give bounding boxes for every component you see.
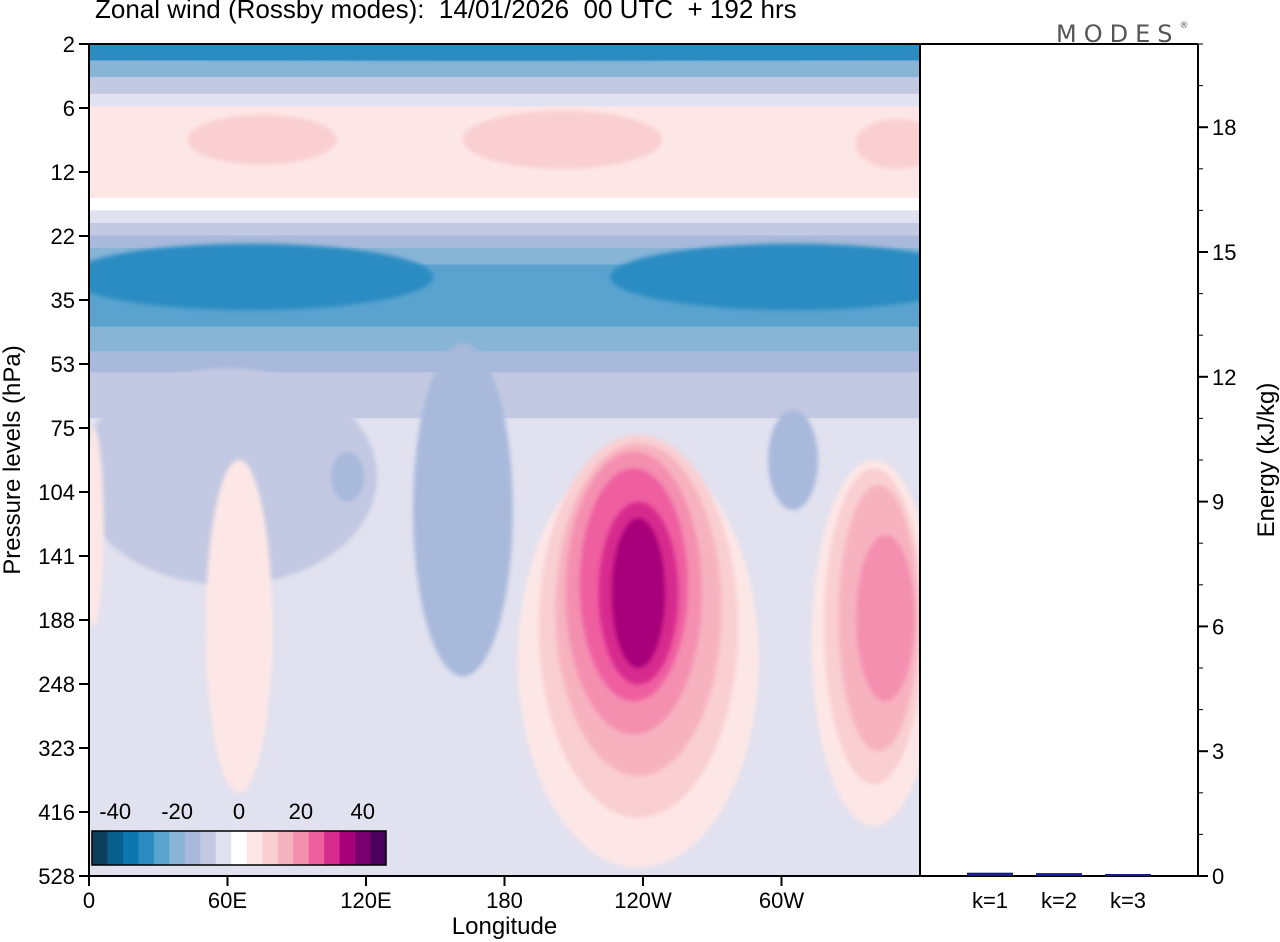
x-tick-label: 120W	[614, 888, 672, 913]
energy-bar	[1105, 874, 1151, 876]
band-top-5	[89, 93, 920, 107]
colorbar-swatch	[215, 831, 232, 865]
y-tick-label: 141	[38, 544, 75, 569]
westerly-patch-3	[855, 118, 920, 169]
y-tick-label: 248	[38, 672, 75, 697]
band-e5	[89, 326, 920, 352]
easterly-tongue-core	[429, 426, 488, 594]
x-tick-label: 60W	[759, 888, 804, 913]
colorbar-swatch	[246, 831, 263, 865]
westerly-edge	[89, 426, 104, 627]
colorbar-swatch	[200, 831, 217, 865]
energy-tick-label: 18	[1212, 115, 1236, 140]
colorbar-tick-label: -40	[99, 799, 131, 824]
contour-field	[89, 44, 920, 876]
colorbar-tick-label: 20	[289, 799, 313, 824]
colorbar: -40 -20 0 20 40	[91, 799, 387, 866]
y-tick-label: 75	[51, 416, 75, 441]
band-e6	[89, 351, 920, 373]
energy-tick-label: 0	[1212, 864, 1224, 889]
jet-core-west	[89, 243, 434, 311]
energy-tick-label: 3	[1212, 739, 1224, 764]
x-tick-label: 180	[486, 888, 523, 913]
energy-tick-label: 12	[1212, 365, 1236, 390]
y-tick-label: 104	[38, 480, 75, 505]
band-top-3	[89, 60, 920, 78]
energy-tick-label: 6	[1212, 614, 1224, 639]
y-tick-label: 22	[51, 224, 75, 249]
colorbar-swatch	[153, 831, 170, 865]
y-tick-label: 416	[38, 800, 75, 825]
colorbar-swatch	[92, 831, 108, 865]
colorbar-tick-label: 40	[351, 799, 375, 824]
band-e2	[89, 222, 920, 236]
westerly-patch-1	[462, 110, 662, 169]
easterly-blob	[768, 410, 818, 510]
y-tick-label: 53	[51, 352, 75, 377]
y-axis-title: Pressure levels (hPa)	[0, 345, 26, 574]
colorbar-swatch	[184, 831, 201, 865]
x-tick-label: 0	[83, 888, 95, 913]
colorbar-swatch	[277, 831, 294, 865]
easterly-blob-small	[330, 451, 365, 502]
energy-category-label: k=3	[1110, 888, 1146, 913]
colorbar-swatch	[324, 831, 341, 865]
colorbar-swatch	[308, 831, 325, 865]
y-tick-label: 323	[38, 736, 75, 761]
y-tick-label: 188	[38, 608, 75, 633]
registered-mark: ®	[1179, 21, 1189, 31]
colorbar-swatch	[293, 831, 310, 865]
colorbar-swatch	[107, 831, 124, 865]
upper-easterly-core	[89, 44, 920, 60]
band-zero	[89, 197, 920, 211]
colorbar-swatch	[169, 831, 186, 865]
chart-title: Zonal wind (Rossby modes): 14/01/2026 00…	[95, 0, 797, 24]
westerly-patch-2	[187, 114, 337, 165]
colorbar-frame	[91, 830, 387, 866]
y-tick-label: 12	[51, 160, 75, 185]
energy-bar	[1036, 873, 1082, 876]
energy-bar	[967, 872, 1013, 876]
energy-category-label: k=1	[972, 888, 1008, 913]
axes: 2 6 12 22 35 53 75 104 141 188 248 323 416 528 0 60E 120…	[0, 32, 921, 940]
energy-category-label: k=2	[1041, 888, 1077, 913]
colorbar-swatch	[122, 831, 139, 865]
band-e1	[89, 210, 920, 223]
y-tick-label: 528	[38, 864, 75, 889]
y-tick-label: 35	[51, 288, 75, 313]
colorbar-tick-label: -20	[161, 799, 193, 824]
colorbar-swatch	[355, 831, 372, 865]
x-tick-label: 120E	[340, 888, 391, 913]
jet-core-east	[610, 243, 920, 311]
colorbar-swatch	[231, 831, 248, 865]
colorbar-swatch	[339, 831, 356, 865]
energy-tick-label: 15	[1212, 240, 1236, 265]
band-e3	[89, 235, 920, 248]
energy-tick-label: 9	[1212, 490, 1224, 515]
band-top-4	[89, 77, 920, 94]
colorbar-tick-label: 0	[233, 799, 245, 824]
colorbar-swatch	[262, 831, 279, 865]
energy-bar-panel: 0 3 6 9 12 15 18 Energy (kJ/kg) k=1 k=2 k=3	[920, 43, 1280, 913]
westerly-max	[611, 518, 665, 668]
x-axis-title: Longitude	[452, 913, 557, 940]
energy-axis-title: Energy (kJ/kg)	[1253, 383, 1280, 538]
colorbar-swatch	[370, 831, 387, 865]
y-tick-label: 2	[63, 32, 75, 57]
westerly-west-2	[221, 559, 271, 727]
x-tick-label: 60E	[208, 888, 247, 913]
westerly-east-4	[856, 534, 915, 702]
y-tick-label: 6	[63, 96, 75, 121]
colorbar-swatch	[138, 831, 155, 865]
